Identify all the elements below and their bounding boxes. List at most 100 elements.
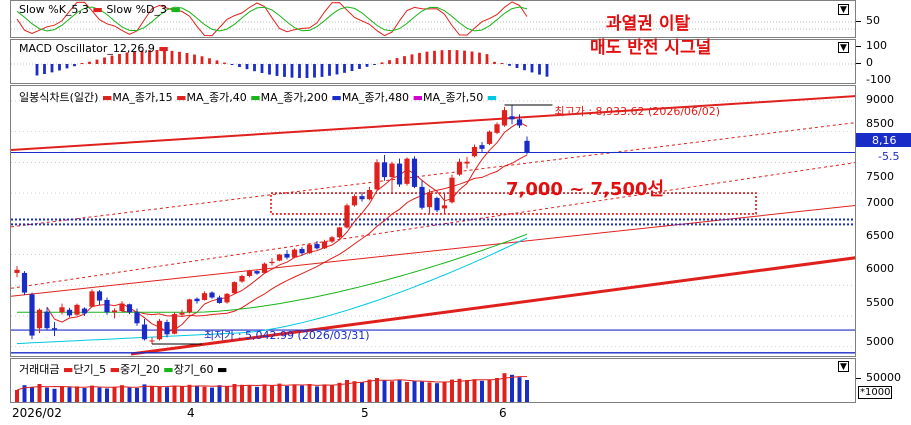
volume-bar-56	[435, 383, 439, 402]
macd-bar-30	[260, 64, 264, 74]
x-label-feb: 2026/02	[12, 406, 62, 420]
x-label-may: 5	[361, 406, 369, 420]
macd-bar-10	[110, 55, 114, 64]
macd-bar-0	[35, 64, 39, 76]
volume-bar-54	[420, 381, 424, 402]
macd-bar-44	[365, 64, 369, 67]
macd-bar-47	[388, 60, 391, 64]
macd-axis: ▼ 100 0 -100	[838, 39, 911, 86]
volume-bar-47	[367, 379, 372, 402]
current-price-box	[856, 133, 911, 147]
volume-bar-24	[195, 386, 199, 402]
stochastic-collapse-icon[interactable]: ▼	[838, 4, 849, 15]
macd-bar-57	[463, 50, 466, 64]
volume-bar-40	[315, 386, 319, 402]
x-label-jun: 6	[499, 406, 507, 420]
candle-body-21	[171, 314, 178, 334]
volume-bar-58	[450, 379, 454, 402]
macd-tick-0: 0	[866, 56, 873, 69]
candle-body-62	[479, 145, 485, 149]
stoch-k-label: Slow %K_5,3	[19, 3, 89, 16]
volume-bar-57	[442, 382, 447, 402]
volume-bar-66	[510, 374, 514, 402]
x-label-apr: 4	[187, 406, 195, 420]
candle-body-1	[21, 272, 28, 293]
volume-bar-10	[90, 385, 94, 402]
price-axis: 9000 8500 8,16 -5.5 8000 7500 7000 6500 …	[856, 85, 911, 357]
macd-bar-43	[358, 64, 361, 69]
candle-body-68	[524, 140, 530, 153]
candle-body-59	[456, 161, 463, 175]
macd-bar-27	[238, 64, 241, 68]
candle-body-31	[246, 271, 253, 276]
macd-bar-42	[350, 64, 354, 71]
candle-body-41	[321, 241, 328, 249]
macd-bar-12	[125, 52, 129, 64]
macd-bar-66	[530, 64, 534, 73]
candle-body-58	[449, 177, 455, 203]
candle-body-30	[239, 275, 245, 282]
candle-body-9	[81, 308, 88, 314]
candle-body-13	[111, 310, 118, 313]
volume-bar-55	[427, 382, 432, 402]
macd-bar-52	[425, 51, 429, 64]
price-plot: 최고가 : 8,933.62 (2026/06/02) 최저가 : 5,042.9…	[11, 95, 855, 356]
macd-bar-23	[208, 58, 211, 64]
volume-bar-7	[67, 387, 72, 402]
volume-bar-60	[465, 380, 469, 402]
legend-ma50: MA_종가,50	[422, 91, 484, 104]
channel-mid-line	[11, 205, 855, 297]
macd-bar-19	[178, 51, 181, 64]
candle-body-55	[426, 193, 433, 208]
volume-bar-61	[472, 379, 477, 402]
channel-dash-mid	[11, 162, 855, 289]
candle-body-5	[51, 328, 58, 330]
macd-bar-29	[253, 64, 256, 72]
macd-bar-17	[163, 50, 166, 64]
volume-bar-8	[75, 386, 79, 402]
volume-bar-68	[525, 380, 529, 402]
macd-bar-40	[335, 64, 339, 75]
macd-bar-64	[515, 64, 519, 68]
macd-bar-65	[523, 64, 526, 71]
candle-body-27	[216, 297, 223, 304]
macd-bar-39	[328, 64, 331, 76]
macd-bar-11	[118, 53, 121, 64]
macd-bar-62	[500, 63, 504, 64]
volume-bar-21	[172, 385, 177, 402]
candle-body-37	[291, 249, 298, 258]
volume-bar-22	[180, 386, 184, 402]
stochastic-plot	[11, 1, 855, 37]
candle-body-24	[194, 298, 200, 302]
macd-collapse-icon[interactable]: ▼	[838, 42, 849, 53]
resistance-zone-box	[270, 192, 757, 215]
current-price: 8,16	[872, 134, 897, 147]
stoch-k-line	[16, 1, 528, 37]
volume-collapse-icon[interactable]: ▼	[838, 361, 849, 372]
legend-vol-mid: 중기_20	[120, 363, 160, 376]
macd-bar-20	[185, 53, 189, 64]
candle-body-29	[231, 282, 238, 294]
volume-axis: ▼ 50000 *1000	[838, 358, 911, 403]
volume-bar-65	[502, 373, 507, 402]
macd-bar-36	[305, 64, 309, 78]
price-tick-9000: 9000	[866, 93, 894, 106]
price-tick-6500: 6500	[866, 229, 894, 242]
candle-body-52	[404, 158, 410, 184]
stochastic-axis: ▼ 50	[838, 0, 911, 38]
macd-bar-50	[410, 54, 414, 64]
macd-bar-54	[440, 50, 444, 64]
macd-bar-53	[433, 50, 436, 64]
volume-bar-29	[232, 384, 237, 402]
macd-bar-1	[43, 64, 46, 75]
volume-bar-31	[247, 385, 252, 402]
volume-bar-36	[285, 386, 289, 402]
annotation-zone: 7,000 ~ 7,500선	[506, 179, 665, 200]
macd-bar-25	[223, 62, 226, 64]
volume-unit: *1000	[858, 386, 893, 399]
low-label: 최저가 : 5,042.99 (2026/03/31)	[204, 329, 370, 342]
macd-bar-56	[455, 50, 459, 64]
macd-bar-35	[298, 64, 301, 78]
macd-bar-63	[508, 64, 511, 66]
ma-line-15	[46, 121, 528, 333]
